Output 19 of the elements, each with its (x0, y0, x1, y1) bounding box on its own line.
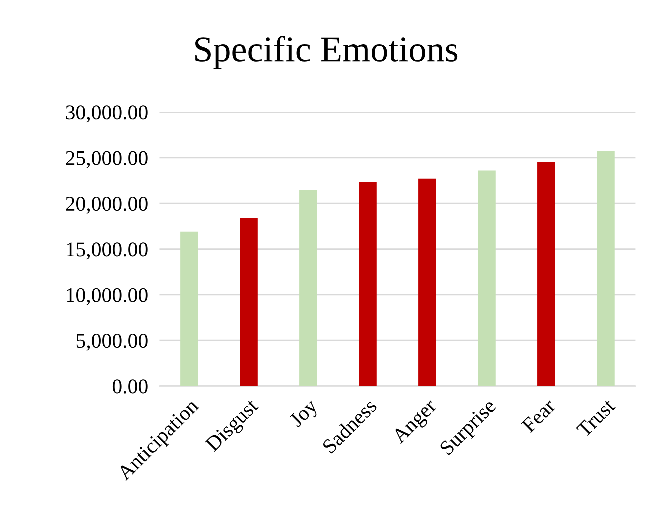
chart-title: Specific Emotions (196, 36, 458, 70)
bar (359, 182, 377, 386)
x-tick-label: Trust (576, 398, 616, 438)
bar (597, 152, 615, 386)
y-tick-label: 15,000.00 (67, 242, 148, 260)
x-tick-label: Fear (521, 398, 557, 434)
y-tick-label: 10,000.00 (67, 288, 148, 306)
y-tick-label: 20,000.00 (66, 196, 148, 214)
y-tick-label: 5,000.00 (76, 334, 148, 352)
x-tick-label: Joy (288, 398, 322, 431)
bar (240, 218, 258, 386)
bar (180, 232, 198, 386)
bar (538, 162, 556, 386)
bar (418, 178, 436, 386)
bar (300, 190, 318, 386)
y-tick-label: 30,000.00 (66, 106, 148, 123)
bar (478, 170, 496, 386)
y-tick-label: 0.00 (112, 380, 148, 394)
y-tick-label: 25,000.00 (66, 151, 148, 168)
